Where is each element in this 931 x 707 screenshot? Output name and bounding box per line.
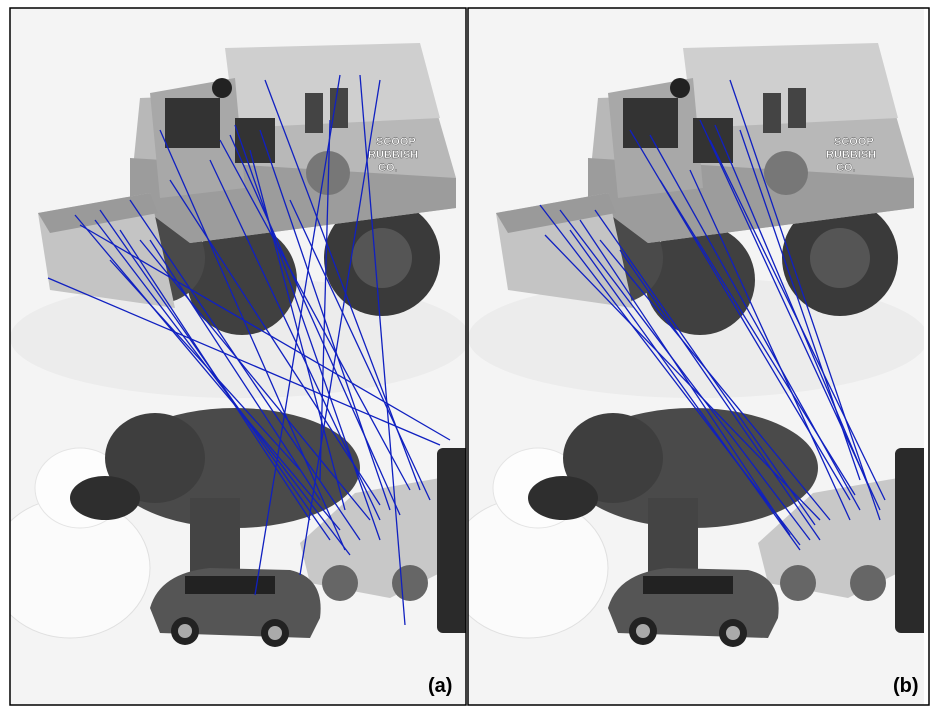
figure: SCOOP RUBBISH CO. (a) SCOOP RUBBISH CO. … — [0, 0, 931, 707]
truck-text: RUBBISH — [826, 149, 876, 161]
truck-text: SCOOP — [834, 136, 874, 148]
truck-text: CO. — [836, 162, 856, 174]
photo — [0, 8, 477, 705]
truck-text: RUBBISH — [368, 149, 418, 161]
panel-label: (b) — [893, 675, 919, 697]
panel-label: (a) — [428, 675, 452, 697]
truck-text: SCOOP — [376, 136, 416, 148]
truck-text: CO. — [378, 162, 398, 174]
photo — [448, 8, 931, 705]
